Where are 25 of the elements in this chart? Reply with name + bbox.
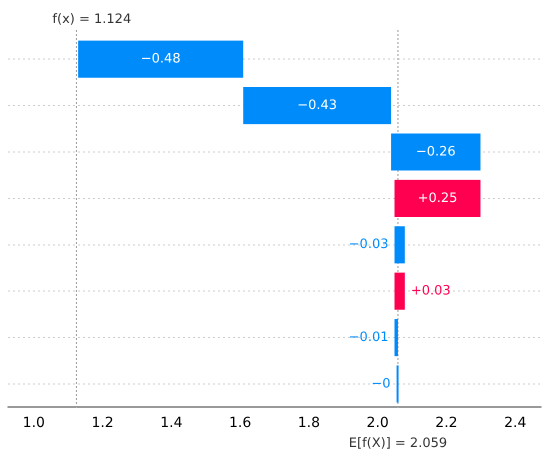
data-label: +0.03: [410, 284, 451, 299]
x-tick-label: 1.0: [22, 415, 45, 432]
x-tick-label: 1.6: [228, 415, 252, 432]
bar: [394, 272, 405, 310]
data-label: −0.01: [348, 330, 389, 345]
data-label: −0.48: [140, 52, 181, 67]
ref-line-label: f(x) = 1.124: [52, 12, 132, 27]
data-label: +0.25: [418, 190, 458, 206]
bar: [394, 180, 480, 217]
data-label: −0.43: [297, 98, 338, 113]
x-tick-label: 1.8: [298, 415, 320, 432]
x-tick-label: 1.2: [91, 415, 114, 432]
bar: [394, 319, 398, 356]
data-label: −0.26: [416, 144, 456, 160]
x-tick-label: 2.0: [366, 415, 389, 432]
ref-line-label: E[f(X)] = 2.059: [348, 436, 448, 452]
x-tick-label: 1.4: [160, 415, 183, 432]
x-tick-label: 2.4: [504, 415, 526, 432]
bar: [243, 87, 392, 124]
bar: [394, 226, 405, 264]
bar: [78, 40, 244, 78]
bar: [391, 133, 480, 171]
x-tick-label: 2.2: [435, 415, 458, 432]
data-label: −0: [371, 376, 391, 392]
data-label: −0.03: [348, 237, 389, 252]
